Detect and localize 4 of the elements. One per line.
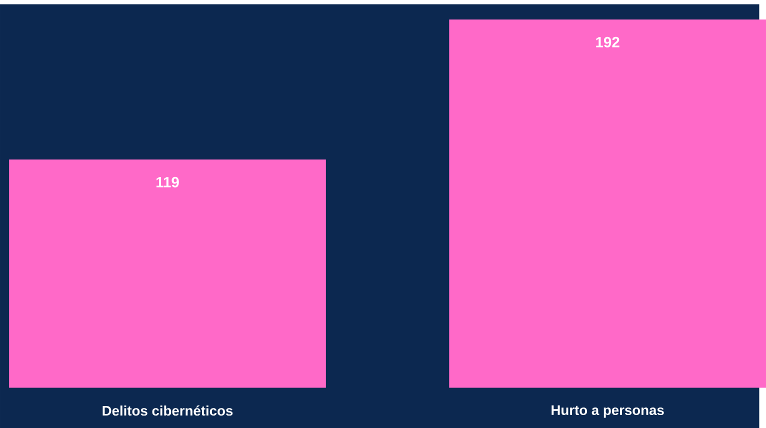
data-label: 119 — [156, 176, 179, 188]
x-tick-label: Hurto a personas — [552, 405, 664, 418]
data-label: 192 — [596, 36, 620, 48]
x-tick-label: Delitos cibernéticos — [102, 405, 233, 416]
